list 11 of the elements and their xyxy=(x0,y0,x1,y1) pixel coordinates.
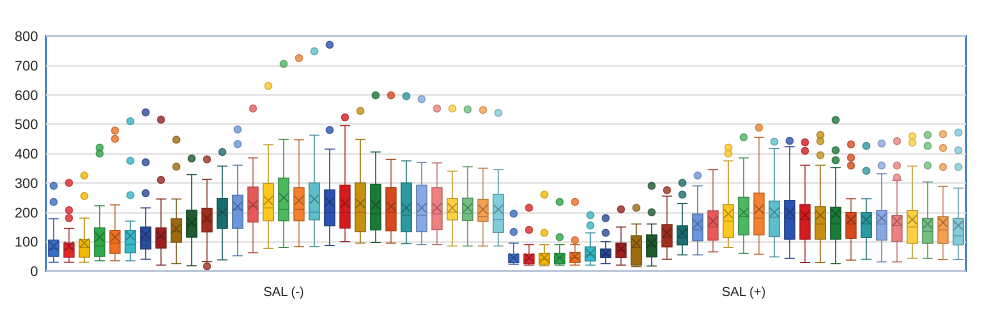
y-tick-label: 0 xyxy=(30,263,38,279)
y-tick-label: 700 xyxy=(14,57,38,74)
y-tick-label: 300 xyxy=(14,174,38,191)
x-tick-label: SAL (-) xyxy=(263,284,304,299)
y-tick-label: 800 xyxy=(14,28,38,44)
y-tick-label: 200 xyxy=(14,204,38,220)
y-tick-label: 400 xyxy=(14,146,38,162)
x-tick-label: SAL (+) xyxy=(722,284,766,299)
y-tick-label: 500 xyxy=(14,116,38,132)
y-tick-label: 100 xyxy=(14,234,38,250)
y-tick-label: 600 xyxy=(14,86,38,103)
